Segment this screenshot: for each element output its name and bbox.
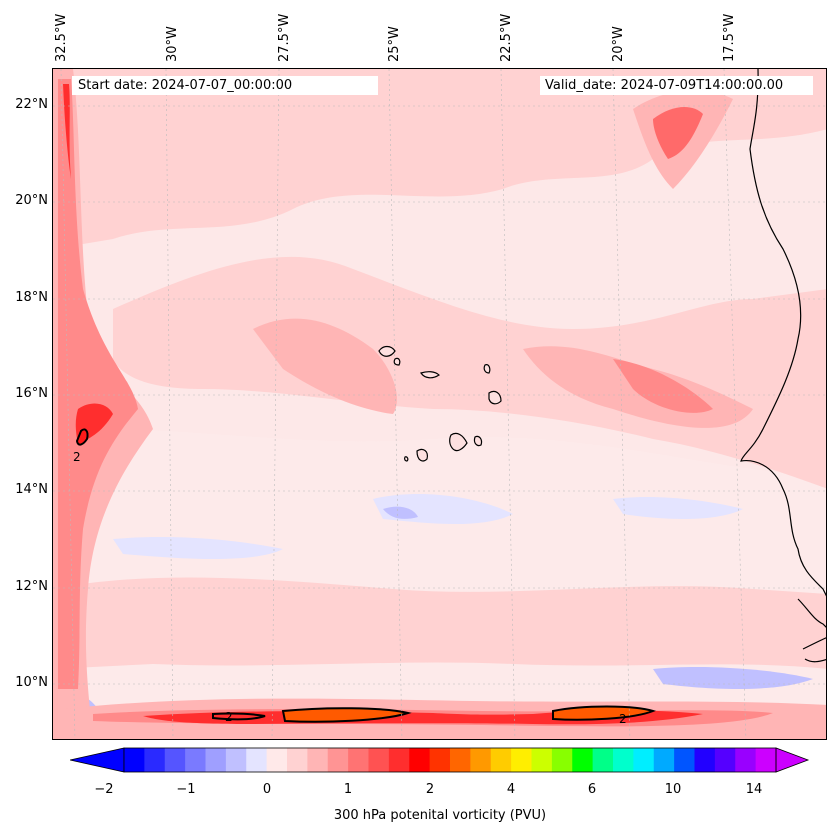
pink-lower-band bbox=[53, 577, 826, 669]
blue-patch-3 bbox=[113, 537, 283, 559]
colorbar-segment bbox=[450, 748, 471, 772]
colorbar-segment bbox=[368, 748, 390, 772]
west-streak-core bbox=[63, 84, 113, 444]
lat-label-18n: 18°N bbox=[15, 290, 48, 305]
cb-tick-1: 1 bbox=[343, 782, 353, 797]
west-contour-1 bbox=[75, 428, 89, 446]
colorbar-segment bbox=[388, 748, 410, 772]
south-band-hot-1 bbox=[281, 707, 412, 723]
colorbar-segment bbox=[694, 748, 716, 772]
pink-band-central bbox=[113, 256, 826, 489]
colorbar-segment bbox=[164, 748, 186, 772]
colorbar-segment bbox=[429, 748, 451, 772]
colorbar-segment bbox=[144, 748, 166, 772]
colorbar-segment bbox=[653, 748, 675, 772]
colorbar bbox=[70, 747, 810, 773]
lon-label-27-5w: 27.5°W bbox=[277, 13, 292, 62]
lon-label-25w: 25°W bbox=[387, 26, 402, 62]
lon-label-22-5w: 22.5°W bbox=[499, 13, 514, 62]
lat-label-12n: 12°N bbox=[15, 579, 48, 594]
blue-patch-5 bbox=[653, 667, 813, 689]
colorbar-frame bbox=[123, 747, 777, 773]
cb-tick-10: 10 bbox=[664, 782, 682, 797]
lat-label-16n: 16°N bbox=[15, 386, 48, 401]
colorbar-segment bbox=[266, 748, 288, 772]
west-streak-mid bbox=[58, 79, 138, 689]
pink-band-north bbox=[53, 69, 826, 249]
colorbar-segment bbox=[511, 748, 532, 772]
south-band-hot-3 bbox=[212, 712, 266, 721]
start-date-label: Start date: 2024-07-07_00:00:00 bbox=[72, 76, 378, 95]
contour-label-south-2: 2 bbox=[619, 712, 627, 726]
colorbar-segment bbox=[205, 748, 227, 772]
pink-band-central-strong bbox=[253, 318, 397, 414]
red-ne-blob bbox=[653, 107, 703, 159]
colorbar-min-arrow bbox=[70, 747, 125, 773]
lon-label-30w: 30°W bbox=[165, 26, 180, 62]
south-band-hot-2 bbox=[552, 705, 657, 721]
colorbar-segment bbox=[735, 748, 757, 772]
lon-label-17-5w: 17.5°W bbox=[722, 13, 737, 62]
pv-field: 2 2 2 bbox=[53, 69, 826, 739]
lat-label-22n: 22°N bbox=[15, 97, 48, 112]
colorbar-label: 300 hPa potenital vorticity (PVU) bbox=[333, 808, 547, 823]
colorbar-segment bbox=[551, 748, 573, 772]
lat-label-10n: 10°N bbox=[15, 675, 48, 690]
colorbar-segment bbox=[185, 748, 206, 772]
colorbar-segment bbox=[225, 748, 247, 772]
cb-tick-14: 14 bbox=[745, 782, 763, 797]
colorbar-segment bbox=[714, 748, 736, 772]
lat-label-14n: 14°N bbox=[15, 482, 48, 497]
colorbar-segment bbox=[755, 748, 777, 772]
blue-patch-2 bbox=[613, 497, 743, 519]
colorbar-segment bbox=[490, 748, 512, 772]
colorbar-segment bbox=[674, 748, 695, 772]
colorbar-segment bbox=[592, 748, 614, 772]
colorbar-segment bbox=[287, 748, 308, 772]
colorbar-segment bbox=[327, 748, 349, 772]
colorbar-segment bbox=[409, 748, 431, 772]
lat-label-20n: 20°N bbox=[15, 193, 48, 208]
gridlines bbox=[53, 69, 826, 739]
cb-tick-6: 6 bbox=[587, 782, 597, 797]
cb-tick-2: 2 bbox=[425, 782, 435, 797]
low-pv-region bbox=[53, 428, 826, 709]
cb-tick-minus2: −2 bbox=[94, 782, 114, 797]
lon-label-32-5w: 32.5°W bbox=[54, 13, 69, 62]
colorbar-max-arrow bbox=[775, 747, 810, 773]
africa-coastline bbox=[740, 69, 826, 597]
colorbar-segment bbox=[613, 748, 634, 772]
cb-tick-minus1: −1 bbox=[176, 782, 196, 797]
cape-verde-islands bbox=[378, 345, 502, 462]
africa-coastline-south bbox=[797, 598, 826, 663]
colorbar-segment bbox=[348, 748, 369, 772]
valid-date-label: Valid_date: 2024-07-09T14:00:00.00 bbox=[540, 76, 813, 95]
lon-label-20w: 20°W bbox=[611, 26, 626, 62]
pv-map-panel: 2 2 2 bbox=[52, 68, 827, 740]
pink-band-east-red bbox=[613, 359, 713, 413]
colorbar-segment bbox=[633, 748, 655, 772]
blue-patch-7 bbox=[383, 506, 418, 519]
cb-tick-4: 4 bbox=[506, 782, 516, 797]
colorbar-segment bbox=[531, 748, 553, 772]
colorbar-segment bbox=[572, 748, 594, 772]
colorbar-segment bbox=[307, 748, 329, 772]
colorbar-segment bbox=[246, 748, 268, 772]
cb-tick-0: 0 bbox=[262, 782, 272, 797]
colorbar-segment bbox=[124, 748, 145, 772]
contour-label-south-1: 2 bbox=[225, 710, 233, 724]
colorbar-segment bbox=[470, 748, 492, 772]
contour-label-west: 2 bbox=[73, 450, 81, 464]
